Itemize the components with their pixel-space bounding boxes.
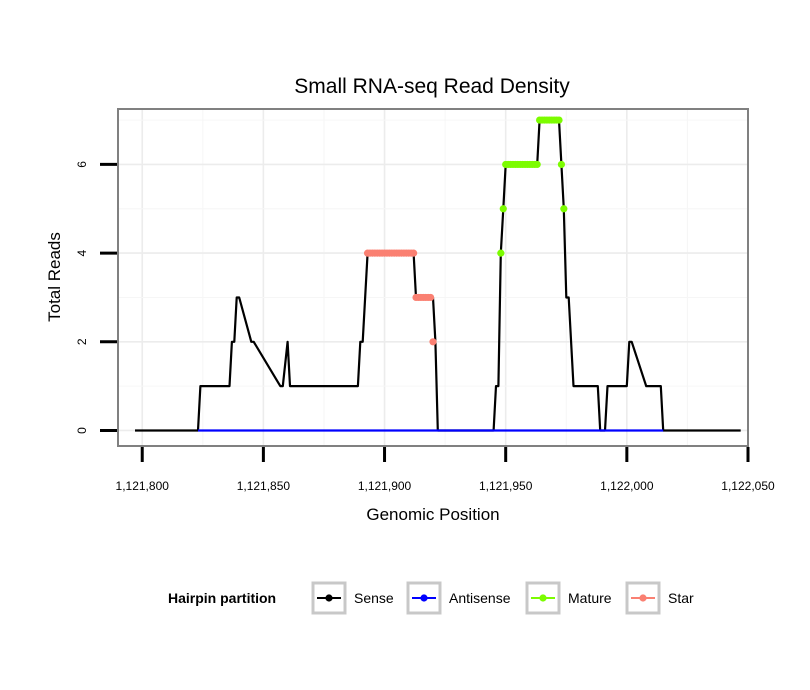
legend-entry-star: Star [625,581,694,615]
x-tick-label: 1,121,900 [358,479,412,493]
x-axis: 1,121,800 1,121,850 1,121,900 1,121,950 1,12… [116,447,775,493]
legend-entry-sense: Sense [311,581,394,615]
y-tick-label: 0 [75,427,89,434]
mature-data-point [499,205,507,213]
legend-key-point-star [639,594,647,602]
legend-key-point-mature [539,594,547,602]
chart-title: Small RNA-seq Read Density [294,75,570,98]
legend-label-antisense: Antisense [449,590,511,606]
x-tick-label: 1,122,000 [600,479,654,493]
plot-border [117,108,749,447]
legend-title: Hairpin partition [168,590,276,606]
star-data-point [410,249,418,257]
x-tick-label: 1,121,800 [116,479,170,493]
legend-entry-mature: Mature [525,581,612,615]
mature-data-point [555,116,563,124]
plot-panel [117,108,749,447]
sense-series-line [135,118,741,432]
x-tick-label: 1,122,050 [721,479,775,493]
y-axis-title: Total Reads [45,232,64,322]
legend-entries: Sense Antisense Mature Star [311,581,694,615]
legend-label-star: Star [668,590,694,606]
mature-data-point [560,205,568,213]
x-tick-label: 1,121,850 [237,479,291,493]
mature-data-point [533,160,541,169]
x-tick-label: 1,121,950 [479,479,533,493]
legend-key-point-antisense [420,594,428,602]
series-layer [135,116,741,432]
y-tick-label: 4 [75,249,89,256]
star-data-point [429,338,437,346]
y-axis: 0 2 4 6 [75,161,117,434]
x-axis-title: Genomic Position [366,505,499,524]
legend-label-mature: Mature [568,590,612,606]
mature-data-point [557,160,566,169]
y-tick-label: 6 [75,161,89,168]
plot-background [118,109,748,446]
y-tick-label: 2 [75,338,89,345]
legend-entry-antisense: Antisense [406,581,511,615]
legend-key-point-sense [325,594,333,602]
mature-data-point [497,249,505,257]
star-data-point [426,293,435,302]
legend: Hairpin partition Sense Antisense Mature St… [168,581,694,615]
legend-label-sense: Sense [354,590,394,606]
